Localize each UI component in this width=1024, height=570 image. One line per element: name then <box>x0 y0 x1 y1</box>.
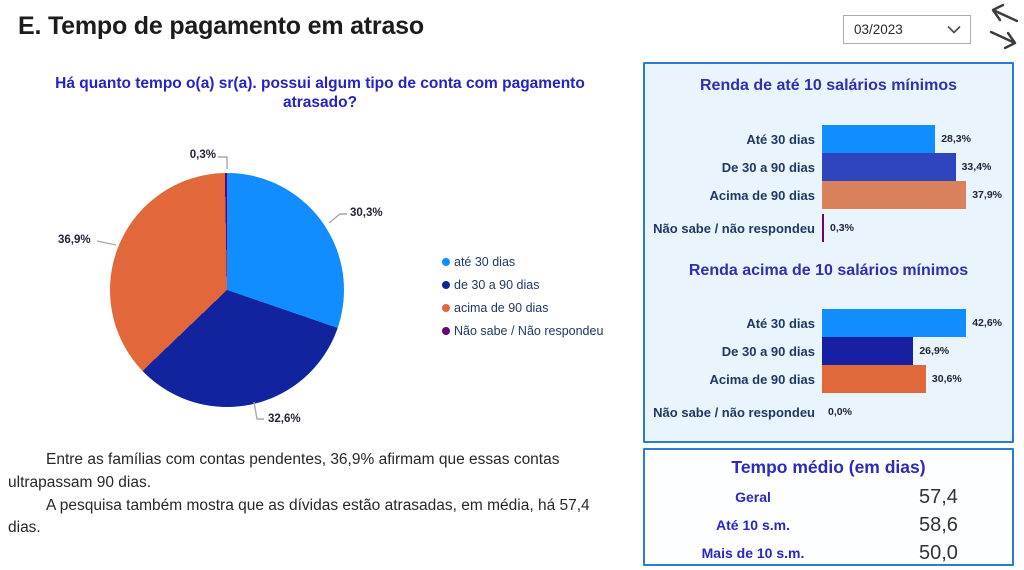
table-row-value: 58,6 <box>919 513 958 536</box>
bar-row: De 30 a 90 dias 33,4% <box>645 153 1002 181</box>
pie-data-label: 0,3% <box>189 149 216 161</box>
next-page-arrow-icon[interactable] <box>988 27 1020 52</box>
bar-chart-title-high-income: Renda acima de 10 salários mínimos <box>688 262 969 279</box>
bar-row: Acima de 90 dias 37,9% <box>645 181 1002 209</box>
bar-row: De 30 a 90 dias 26,9% <box>645 337 1002 365</box>
chevron-down-icon <box>947 25 961 34</box>
summary-text: Entre as famílias com contas pendentes, … <box>8 449 626 540</box>
bar-row: Não sabe / não respondeu 0,0% <box>645 398 1002 426</box>
page-title: E. Tempo de pagamento em atraso <box>18 12 424 40</box>
bar-chart-high-income: Até 30 dias 42,6% De 30 a 90 dias 26,9% … <box>645 309 1002 426</box>
bar-category-label: Não sabe / não respondeu <box>653 404 815 420</box>
bar-row: Não sabe / não respondeu 0,3% <box>645 214 1002 242</box>
bar-chart-title-low-income: Renda de até 10 salários mínimos <box>700 77 957 94</box>
period-dropdown[interactable]: 03/2023 <box>843 15 971 44</box>
bar[interactable] <box>822 125 936 153</box>
legend-dot-icon <box>442 257 450 266</box>
bar-value-label: 28,3% <box>941 133 971 145</box>
table-row-value: 57,4 <box>919 485 958 508</box>
table-row-label: Mais de 10 s.m. <box>701 545 805 561</box>
bar-value-label: 26,9% <box>919 345 950 357</box>
legend-item[interactable]: de 30 a 90 dias <box>442 273 603 296</box>
period-dropdown-value: 03/2023 <box>854 22 903 37</box>
legend-label: acima de 90 dias <box>454 300 549 315</box>
bar-value-label: 0,0% <box>828 406 852 418</box>
pie-chart[interactable] <box>110 173 344 407</box>
bar-category-label: De 30 a 90 dias <box>721 343 815 359</box>
bar-row: Até 30 dias 28,3% <box>645 125 1002 153</box>
bar-category-label: Até 30 dias <box>746 315 815 331</box>
table-row: Geral 57,4 <box>649 483 1008 511</box>
summary-paragraph: Entre as famílias com contas pendentes, … <box>8 451 560 491</box>
table-row: Até 10 s.m. 58,6 <box>649 511 1008 539</box>
bar[interactable] <box>822 309 967 337</box>
prev-page-arrow-icon[interactable] <box>988 2 1020 27</box>
summary-paragraph: A pesquisa também mostra que as dívidas … <box>8 496 590 537</box>
average-time-title: Tempo médio (em dias) <box>731 457 926 477</box>
table-row-value: 50,0 <box>919 541 958 564</box>
chart-question-title: Há quanto tempo o(a) sr(a). possui algum… <box>55 75 585 112</box>
bar[interactable] <box>822 153 956 181</box>
bar[interactable] <box>822 214 824 242</box>
bar-chart-low-income: Até 30 dias 28,3% De 30 a 90 dias 33,4% … <box>645 125 1002 242</box>
table-row: Mais de 10 s.m. 50,0 <box>649 539 1008 567</box>
bar-category-label: Não sabe / não respondeu <box>653 220 815 236</box>
page-navigation <box>988 2 1020 54</box>
bar-value-label: 37,9% <box>972 189 1002 201</box>
bar-category-label: Acima de 90 dias <box>709 187 816 203</box>
bar[interactable] <box>822 365 926 393</box>
legend-item[interactable]: até 30 dias <box>442 250 603 273</box>
bar-category-label: De 30 a 90 dias <box>721 159 815 175</box>
bar-value-label: 0,3% <box>830 222 854 234</box>
bar-category-label: Acima de 90 dias <box>709 371 816 387</box>
table-row-label: Até 10 s.m. <box>716 517 790 533</box>
bar-row: Até 30 dias 42,6% <box>645 309 1002 337</box>
pie-data-label: 36,9% <box>58 234 91 246</box>
legend-dot-icon <box>442 280 450 289</box>
legend-dot-icon <box>442 303 450 312</box>
legend-item[interactable]: acima de 90 dias <box>442 296 603 319</box>
bar-value-label: 33,4% <box>961 161 992 173</box>
legend-label: Não sabe / Não respondeu <box>454 323 604 338</box>
bar-value-label: 30,6% <box>931 373 962 385</box>
bar-category-label: Até 30 dias <box>746 131 815 147</box>
legend-item[interactable]: Não sabe / Não respondeu <box>442 319 603 342</box>
bar[interactable] <box>822 181 967 209</box>
bar-value-label: 42,6% <box>972 317 1002 329</box>
legend-label: de 30 a 90 dias <box>454 277 540 292</box>
average-time-panel: Tempo médio (em dias) Geral 57,4 Até 10 … <box>643 448 1014 566</box>
legend-label: até 30 dias <box>454 254 516 269</box>
bar[interactable] <box>822 337 914 365</box>
bar-row: Acima de 90 dias 30,6% <box>645 365 1002 393</box>
pie-legend: até 30 dias de 30 a 90 dias acima de 90 … <box>442 250 603 342</box>
table-row-label: Geral <box>735 489 771 505</box>
income-charts-panel: Renda de até 10 salários mínimos Até 30 … <box>643 62 1014 443</box>
pie-data-label: 30,3% <box>350 207 383 219</box>
legend-dot-icon <box>442 326 450 335</box>
average-time-table: Geral 57,4 Até 10 s.m. 58,6 Mais de 10 s… <box>649 483 1008 567</box>
pie-data-label: 32,6% <box>268 413 301 425</box>
